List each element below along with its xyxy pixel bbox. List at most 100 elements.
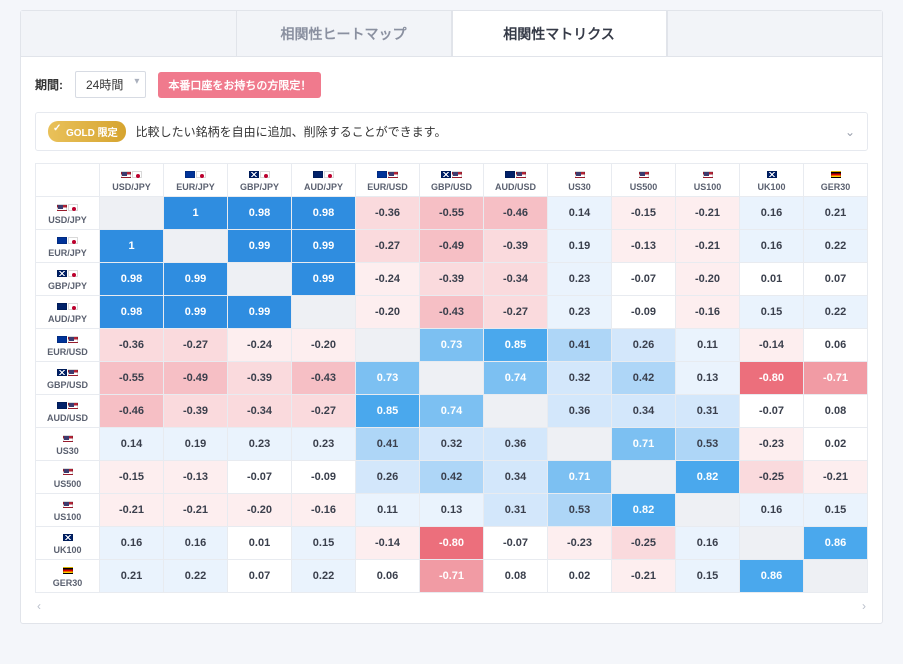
col-header[interactable]: GER30 <box>804 164 867 196</box>
row-header[interactable]: US100 <box>36 494 99 526</box>
matrix-cell[interactable]: 0.36 <box>484 428 547 460</box>
matrix-cell[interactable]: -0.21 <box>164 494 227 526</box>
row-header[interactable]: AUD/JPY <box>36 296 99 328</box>
matrix-cell[interactable]: 0.99 <box>164 263 227 295</box>
matrix-cell[interactable]: -0.20 <box>676 263 739 295</box>
matrix-cell[interactable]: 0.15 <box>804 494 867 526</box>
matrix-cell[interactable]: -0.27 <box>356 230 419 262</box>
matrix-cell[interactable]: 0.06 <box>804 329 867 361</box>
matrix-cell[interactable]: -0.71 <box>420 560 483 592</box>
matrix-cell[interactable]: -0.07 <box>484 527 547 559</box>
matrix-cell[interactable]: -0.80 <box>420 527 483 559</box>
col-header[interactable]: AUD/USD <box>484 164 547 196</box>
matrix-cell[interactable]: -0.39 <box>484 230 547 262</box>
matrix-cell[interactable]: -0.09 <box>292 461 355 493</box>
matrix-cell[interactable]: 1 <box>100 230 163 262</box>
row-header[interactable]: EUR/USD <box>36 329 99 361</box>
matrix-cell[interactable]: 0.07 <box>804 263 867 295</box>
matrix-cell[interactable]: 0.26 <box>356 461 419 493</box>
matrix-cell[interactable]: -0.36 <box>100 329 163 361</box>
matrix-cell[interactable] <box>804 560 867 592</box>
matrix-cell[interactable]: 0.41 <box>356 428 419 460</box>
matrix-cell[interactable]: 0.74 <box>420 395 483 427</box>
matrix-cell[interactable] <box>612 461 675 493</box>
matrix-cell[interactable]: -0.23 <box>740 428 803 460</box>
matrix-cell[interactable]: 0.21 <box>100 560 163 592</box>
matrix-cell[interactable]: -0.55 <box>100 362 163 394</box>
matrix-cell[interactable]: -0.07 <box>228 461 291 493</box>
col-header[interactable]: US500 <box>612 164 675 196</box>
matrix-cell[interactable]: -0.36 <box>356 197 419 229</box>
matrix-cell[interactable]: -0.16 <box>676 296 739 328</box>
row-header[interactable]: GBP/JPY <box>36 263 99 295</box>
matrix-cell[interactable] <box>676 494 739 526</box>
matrix-cell[interactable]: -0.21 <box>612 560 675 592</box>
matrix-cell[interactable]: 0.53 <box>676 428 739 460</box>
matrix-cell[interactable]: -0.27 <box>292 395 355 427</box>
matrix-cell[interactable]: -0.49 <box>420 230 483 262</box>
matrix-cell[interactable]: 0.16 <box>740 197 803 229</box>
matrix-cell[interactable]: 0.85 <box>356 395 419 427</box>
col-header[interactable]: EUR/USD <box>356 164 419 196</box>
chevron-down-icon[interactable]: ⌄ <box>845 125 855 139</box>
period-select[interactable]: 24時間 <box>75 71 146 98</box>
matrix-cell[interactable]: 0.02 <box>548 560 611 592</box>
matrix-cell[interactable]: -0.46 <box>100 395 163 427</box>
matrix-cell[interactable]: 0.42 <box>612 362 675 394</box>
matrix-cell[interactable]: -0.39 <box>420 263 483 295</box>
matrix-cell[interactable]: 0.99 <box>228 296 291 328</box>
matrix-cell[interactable]: -0.21 <box>100 494 163 526</box>
matrix-cell[interactable]: -0.27 <box>164 329 227 361</box>
col-header[interactable]: GBP/JPY <box>228 164 291 196</box>
tab-heatmap[interactable]: 相関性ヒートマップ <box>237 11 452 56</box>
matrix-cell[interactable]: 0.73 <box>356 362 419 394</box>
matrix-cell[interactable]: 0.42 <box>420 461 483 493</box>
row-header[interactable]: EUR/JPY <box>36 230 99 262</box>
matrix-cell[interactable]: 0.32 <box>420 428 483 460</box>
matrix-cell[interactable]: 0.99 <box>164 296 227 328</box>
matrix-cell[interactable]: 0.15 <box>676 560 739 592</box>
matrix-cell[interactable]: 0.74 <box>484 362 547 394</box>
matrix-cell[interactable] <box>356 329 419 361</box>
matrix-cell[interactable]: -0.25 <box>612 527 675 559</box>
matrix-cell[interactable]: -0.46 <box>484 197 547 229</box>
row-header[interactable]: AUD/USD <box>36 395 99 427</box>
matrix-cell[interactable]: -0.27 <box>484 296 547 328</box>
matrix-cell[interactable]: 0.98 <box>100 296 163 328</box>
matrix-cell[interactable]: 0.36 <box>548 395 611 427</box>
matrix-cell[interactable]: 0.16 <box>740 230 803 262</box>
matrix-cell[interactable]: 0.15 <box>292 527 355 559</box>
matrix-cell[interactable]: -0.07 <box>612 263 675 295</box>
matrix-cell[interactable]: 0.21 <box>804 197 867 229</box>
matrix-cell[interactable]: -0.14 <box>740 329 803 361</box>
matrix-cell[interactable]: 0.22 <box>164 560 227 592</box>
col-header[interactable]: AUD/JPY <box>292 164 355 196</box>
matrix-scroll[interactable]: USD/JPYEUR/JPYGBP/JPYAUD/JPYEUR/USDGBP/U… <box>21 163 882 599</box>
matrix-cell[interactable]: 0.19 <box>548 230 611 262</box>
col-header[interactable]: USD/JPY <box>100 164 163 196</box>
matrix-cell[interactable]: 0.98 <box>292 197 355 229</box>
matrix-cell[interactable] <box>484 395 547 427</box>
matrix-cell[interactable]: 0.34 <box>484 461 547 493</box>
matrix-cell[interactable]: 0.07 <box>228 560 291 592</box>
matrix-cell[interactable]: 0.98 <box>100 263 163 295</box>
matrix-cell[interactable]: 0.99 <box>292 230 355 262</box>
matrix-cell[interactable]: 0.85 <box>484 329 547 361</box>
matrix-cell[interactable]: -0.39 <box>228 362 291 394</box>
matrix-cell[interactable]: 0.22 <box>292 560 355 592</box>
matrix-cell[interactable]: -0.24 <box>228 329 291 361</box>
matrix-cell[interactable]: 0.82 <box>612 494 675 526</box>
matrix-cell[interactable]: 0.23 <box>292 428 355 460</box>
scroll-right-icon[interactable]: › <box>862 599 866 613</box>
matrix-cell[interactable] <box>548 428 611 460</box>
col-header[interactable]: UK100 <box>740 164 803 196</box>
matrix-cell[interactable] <box>420 362 483 394</box>
matrix-cell[interactable]: 0.11 <box>356 494 419 526</box>
matrix-cell[interactable]: 0.08 <box>804 395 867 427</box>
matrix-cell[interactable]: -0.49 <box>164 362 227 394</box>
matrix-cell[interactable]: 0.53 <box>548 494 611 526</box>
promo-pill[interactable]: 本番口座をお持ちの方限定！ <box>158 72 321 98</box>
matrix-cell[interactable]: 0.15 <box>740 296 803 328</box>
matrix-cell[interactable] <box>164 230 227 262</box>
matrix-cell[interactable]: 0.23 <box>228 428 291 460</box>
